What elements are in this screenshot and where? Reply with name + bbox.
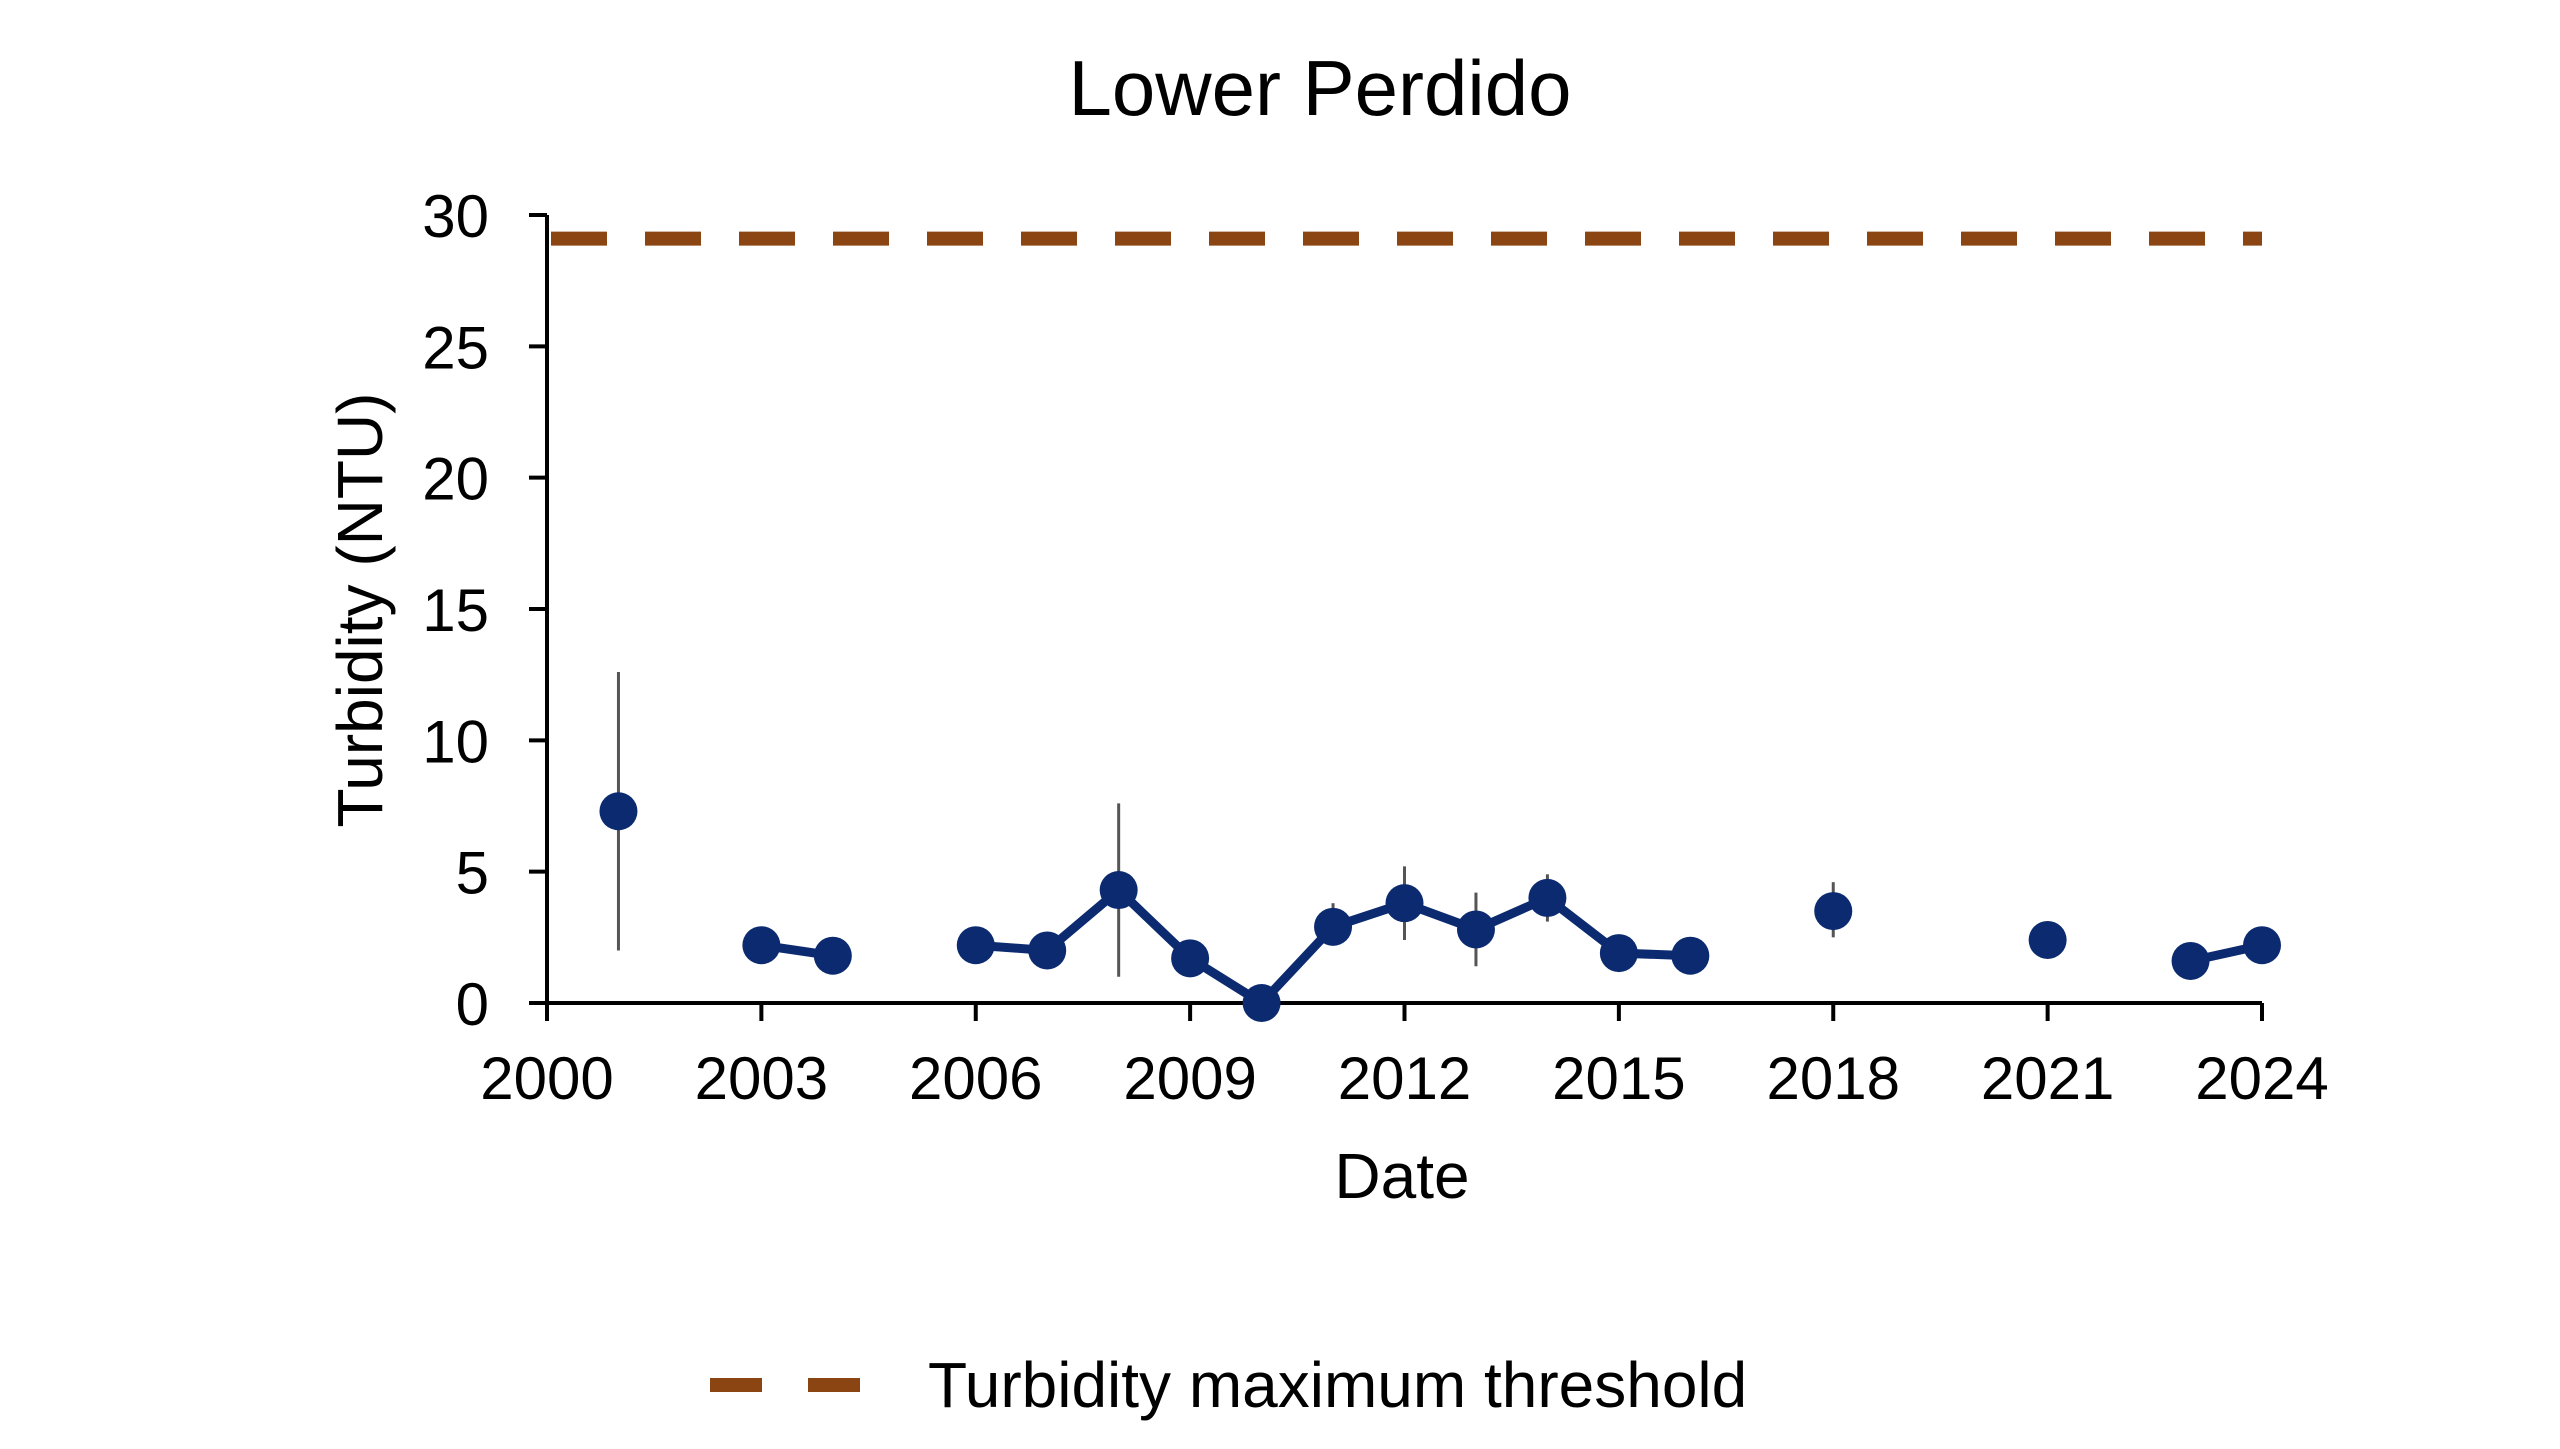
data-point [1314, 907, 1353, 946]
data-point [1671, 936, 1710, 975]
data-point [1456, 910, 1495, 949]
x-axis-label: Date [1334, 1140, 1469, 1212]
data-point [2171, 941, 2210, 980]
x-tick-label: 2024 [2195, 1045, 2328, 1112]
y-tick-label: 5 [456, 840, 489, 907]
y-tick-label: 30 [422, 183, 489, 250]
data-point [1599, 934, 1638, 973]
data-point [1528, 878, 1567, 917]
chart-title: Lower Perdido [1069, 44, 1572, 132]
x-tick-label: 2000 [480, 1045, 613, 1112]
data-point [2028, 920, 2067, 959]
data-point [1814, 892, 1853, 931]
x-tick-label: 2006 [909, 1045, 1042, 1112]
y-tick-label: 15 [422, 577, 489, 644]
data-point [1099, 871, 1138, 910]
data-point [813, 936, 852, 975]
y-tick-label: 0 [456, 971, 489, 1038]
x-tick-label: 2009 [1123, 1045, 1256, 1112]
legend: Turbidity maximum threshold [710, 1349, 1747, 1421]
y-axis-label: Turbidity (NTU) [324, 393, 396, 828]
data-point [1171, 939, 1210, 978]
data-point [599, 792, 638, 831]
y-tick-label: 20 [422, 446, 489, 513]
x-tick-label: 2012 [1338, 1045, 1471, 1112]
data-point [1028, 931, 1067, 970]
data-point [742, 926, 781, 965]
legend-label: Turbidity maximum threshold [928, 1349, 1747, 1421]
data-point [1242, 984, 1281, 1022]
x-tick-label: 2018 [1767, 1045, 1900, 1112]
plot-area: 0 5 10 15 20 25 30 2000 2003 2006 2009 2012 2015 2018… [422, 183, 2328, 1112]
y-tick-label: 10 [422, 708, 489, 775]
x-tick-label: 2003 [695, 1045, 828, 1112]
data-point [1385, 884, 1424, 923]
data-point [956, 926, 995, 965]
data-point [2243, 926, 2281, 965]
x-tick-label: 2021 [1981, 1045, 2114, 1112]
x-tick-label: 2015 [1552, 1045, 1685, 1112]
y-tick-label: 25 [422, 314, 489, 381]
